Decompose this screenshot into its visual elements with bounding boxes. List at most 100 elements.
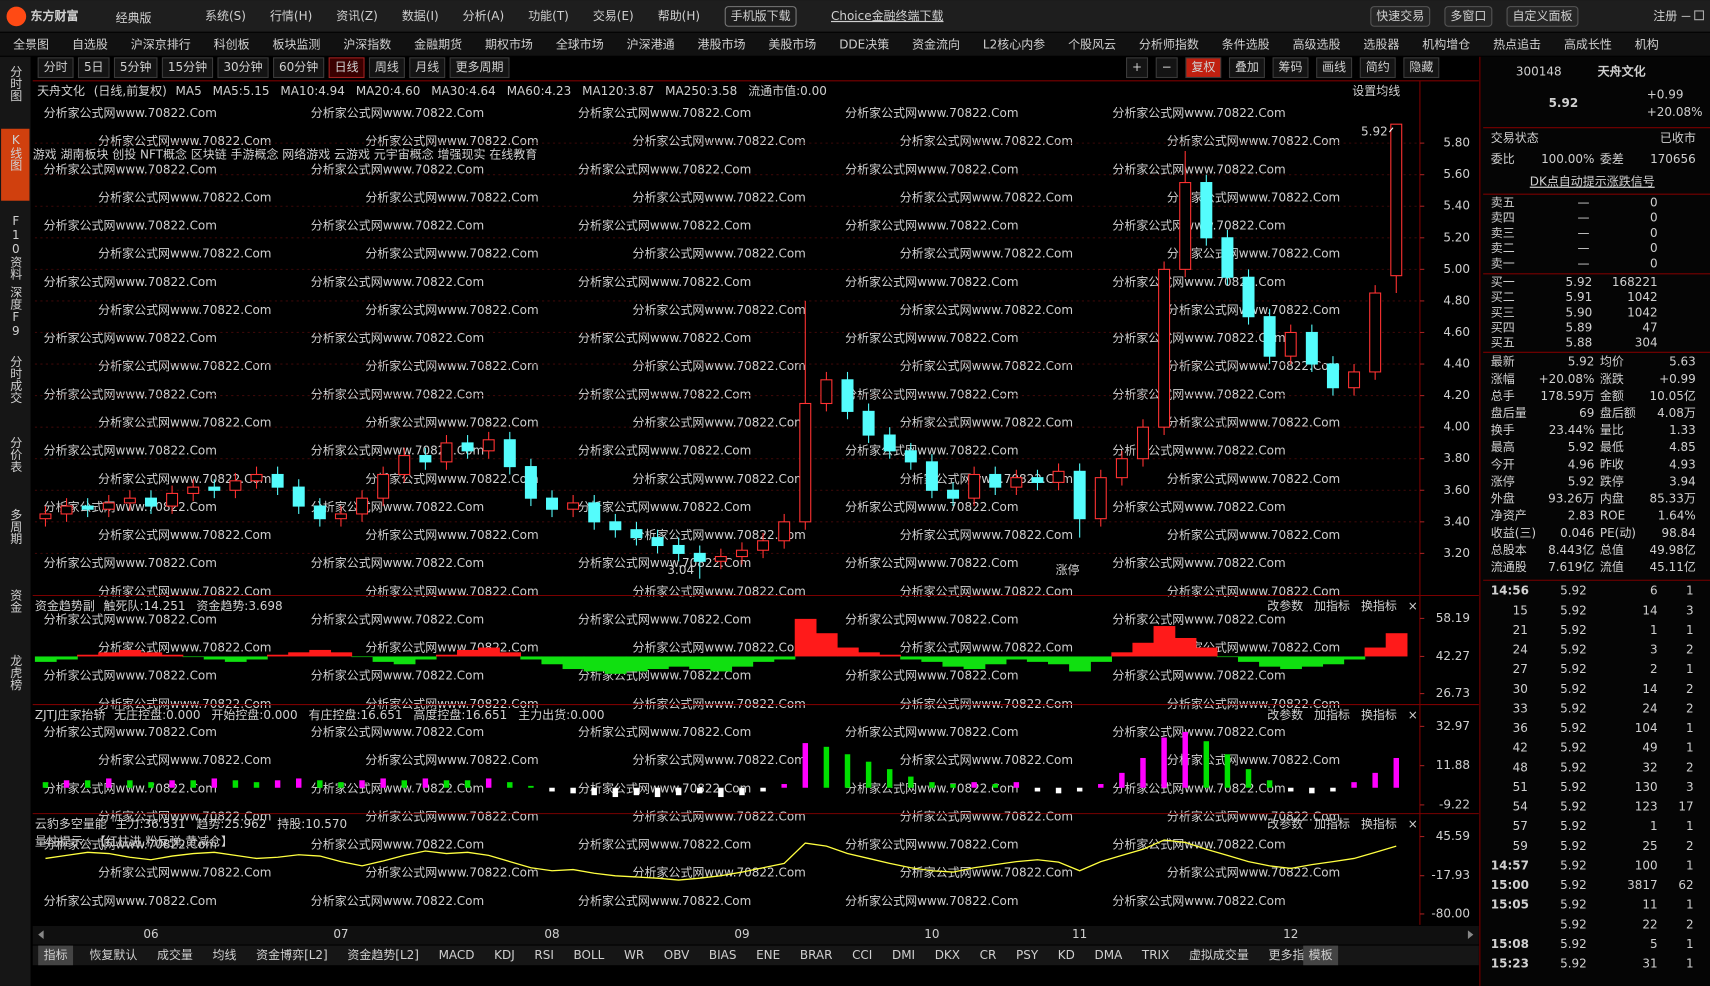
register[interactable]: 注册: [1653, 8, 1677, 23]
panel-button[interactable]: 换指标: [1361, 816, 1397, 831]
period-button[interactable]: 5分钟: [120, 59, 152, 74]
menu-item[interactable]: 资讯(Z): [336, 9, 378, 23]
tab[interactable]: 资金博弈[L2]: [256, 947, 328, 962]
period-button[interactable]: 5日: [84, 60, 104, 74]
tool-button[interactable]: 叠加: [1235, 60, 1259, 74]
menu-item[interactable]: 行情(H): [270, 9, 312, 23]
panel-button[interactable]: 换指标: [1361, 598, 1397, 613]
tab[interactable]: PSY: [1016, 948, 1039, 962]
panel-button[interactable]: 改参数: [1267, 816, 1303, 831]
period-button[interactable]: 月线: [415, 60, 439, 74]
nav-item[interactable]: L2核心内参: [983, 36, 1045, 51]
signal-link[interactable]: DK点自动提示涨跌信号: [1530, 174, 1655, 189]
tab[interactable]: 均线: [213, 948, 237, 962]
nav-item[interactable]: 条件选股: [1222, 37, 1270, 51]
tool-button[interactable]: 筹码: [1279, 60, 1303, 74]
nav-item[interactable]: 个股风云: [1068, 37, 1116, 51]
tool-button[interactable]: 简约: [1366, 59, 1390, 74]
tab[interactable]: 恢复默认: [89, 947, 137, 962]
tool-button[interactable]: +: [1132, 60, 1142, 74]
menu-item[interactable]: 功能(T): [528, 9, 569, 23]
menu-item[interactable]: 分析(A): [463, 9, 505, 23]
sidebar-tab[interactable]: 深度F9: [9, 285, 23, 337]
nav-item[interactable]: 金融期货: [414, 36, 462, 51]
sidebar-tab[interactable]: 分价表: [9, 436, 23, 472]
period-button[interactable]: 30分钟: [223, 59, 262, 74]
tab[interactable]: 资金趋势[L2]: [347, 947, 419, 962]
tab[interactable]: OBV: [664, 948, 690, 962]
tool-button[interactable]: 复权: [1191, 60, 1215, 74]
tab[interactable]: CCI: [852, 948, 872, 962]
tool-button[interactable]: 画线: [1322, 60, 1346, 74]
top-button[interactable]: 多窗口: [1450, 9, 1486, 23]
tab[interactable]: 模板: [1309, 948, 1333, 962]
tab[interactable]: KDJ: [494, 948, 515, 962]
nav-item[interactable]: 自选股: [72, 37, 108, 51]
panel-button[interactable]: ×: [1408, 708, 1418, 722]
nav-item[interactable]: 港股市场: [698, 36, 746, 51]
tab[interactable]: WR: [624, 948, 644, 962]
nav-item[interactable]: 沪深京排行: [131, 37, 191, 51]
tab[interactable]: 虚拟成交量: [1189, 947, 1249, 962]
sidebar-tab[interactable]: 龙虎榜: [9, 654, 23, 691]
nav-item[interactable]: 期权市场: [485, 36, 533, 51]
top-button[interactable]: 快速交易: [1376, 8, 1424, 23]
period-button[interactable]: 15分钟: [168, 59, 207, 74]
period-button[interactable]: 分时: [44, 60, 68, 74]
tab[interactable]: BIAS: [709, 948, 737, 962]
nav-item[interactable]: DDE决策: [839, 37, 889, 51]
menu-item[interactable]: 数据(I): [402, 8, 439, 23]
nav-item[interactable]: 全景图: [13, 36, 49, 51]
tab[interactable]: ENE: [756, 948, 780, 962]
panel-button[interactable]: 加指标: [1314, 816, 1350, 831]
menu-item[interactable]: 交易(E): [593, 8, 634, 23]
nav-item[interactable]: 全球市场: [556, 36, 604, 51]
nav-item[interactable]: 机构: [1635, 36, 1659, 51]
sidebar-tab[interactable]: K线图: [9, 133, 23, 171]
sidebar-tab[interactable]: 多周期: [9, 508, 23, 544]
tool-button[interactable]: −: [1162, 60, 1172, 74]
top-button[interactable]: 自定义面板: [1513, 8, 1573, 23]
nav-item[interactable]: 美股市场: [768, 36, 816, 51]
menu-item[interactable]: 系统(S): [205, 9, 246, 23]
tab[interactable]: MACD: [439, 948, 475, 962]
button[interactable]: 手机版下载: [731, 9, 791, 23]
nav-item[interactable]: 板块监测: [272, 37, 320, 51]
settings-ma[interactable]: 设置均线: [1352, 84, 1400, 98]
menu-item[interactable]: 帮助(H): [658, 9, 700, 23]
sidebar-tab[interactable]: 分时图: [9, 65, 23, 101]
sidebar-tab[interactable]: 分时成交: [9, 355, 23, 404]
tab[interactable]: DMI: [892, 948, 915, 962]
panel-button[interactable]: ×: [1408, 599, 1418, 613]
tab[interactable]: KD: [1058, 948, 1075, 962]
nav-item[interactable]: 高成长性: [1564, 36, 1612, 51]
panel-button[interactable]: 改参数: [1267, 598, 1303, 613]
sidebar-tab[interactable]: F10资料: [9, 214, 23, 280]
panel-button[interactable]: 加指标: [1314, 707, 1350, 722]
period-button[interactable]: 日线: [335, 60, 359, 74]
nav-item[interactable]: 科创板: [214, 37, 250, 51]
panel-button[interactable]: 改参数: [1267, 707, 1303, 722]
panel-button[interactable]: 加指标: [1314, 598, 1350, 613]
nav-item[interactable]: 选股器: [1363, 37, 1399, 51]
nav-item[interactable]: 热点追击: [1493, 36, 1541, 51]
period-button[interactable]: 更多周期: [456, 60, 504, 74]
nav-item[interactable]: 分析师指数: [1139, 36, 1199, 51]
nav-item[interactable]: 资金流向: [912, 36, 960, 51]
period-button[interactable]: 周线: [375, 60, 399, 74]
sidebar-tab[interactable]: 资金: [9, 589, 23, 613]
tab[interactable]: BOLL: [574, 948, 605, 962]
nav-item[interactable]: 机构增仓: [1422, 36, 1470, 51]
tab[interactable]: 成交量: [157, 947, 193, 962]
tab[interactable]: DKX: [935, 948, 960, 962]
tab[interactable]: CR: [980, 948, 997, 962]
nav-item[interactable]: 沪深港通: [627, 37, 675, 51]
tab[interactable]: BRAR: [800, 948, 833, 962]
tab[interactable]: TRIX: [1141, 948, 1169, 962]
panel-button[interactable]: ×: [1408, 817, 1418, 831]
panel-button[interactable]: 换指标: [1361, 707, 1397, 722]
nav-item[interactable]: 高级选股: [1293, 36, 1341, 51]
link[interactable]: Choice金融终端下载: [831, 8, 944, 23]
tab[interactable]: RSI: [534, 948, 553, 962]
tab[interactable]: 指标: [44, 947, 68, 962]
